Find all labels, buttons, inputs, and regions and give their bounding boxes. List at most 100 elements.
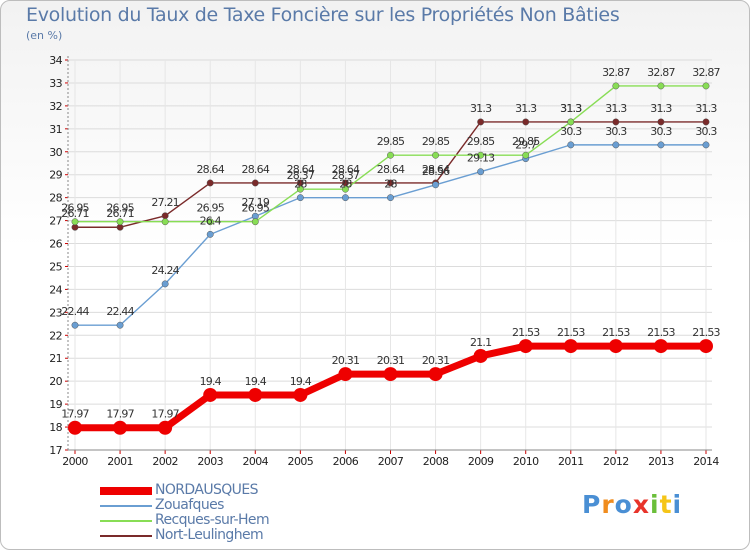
- legend-swatch: [100, 520, 152, 522]
- data-point: [612, 141, 620, 149]
- data-label: 28.64: [377, 163, 405, 176]
- data-label: 31.3: [650, 102, 672, 115]
- y-tick-label: 34: [49, 54, 62, 67]
- data-label: 20.31: [377, 354, 405, 367]
- y-tick-label: 33: [49, 77, 62, 90]
- data-label: 28: [384, 178, 397, 191]
- data-labels: 17.97 17.97 17.97 19.4 19.4 19.4 20.31 20.31 20.…: [61, 66, 721, 421]
- x-tick-label: 2005: [288, 455, 314, 468]
- data-label: 21.53: [602, 326, 630, 339]
- data-point: [113, 420, 128, 435]
- data-label: 26.4: [200, 214, 222, 227]
- data-point: [206, 179, 214, 187]
- data-point: [341, 185, 349, 193]
- y-tick-label: 31: [49, 123, 62, 136]
- data-label: 32.87: [692, 66, 720, 79]
- data-label: 28.64: [422, 163, 450, 176]
- y-tick-label: 28: [49, 192, 62, 205]
- y-tick-label: 21: [49, 352, 62, 365]
- data-label: 17.97: [106, 408, 134, 421]
- data-point: [522, 151, 530, 159]
- chart-title: Evolution du Taux de Taxe Foncière sur l…: [26, 4, 620, 26]
- data-point: [428, 367, 443, 382]
- x-tick-label: 2001: [107, 455, 133, 468]
- data-label: 31.3: [605, 102, 627, 115]
- data-point: [116, 218, 124, 226]
- x-tick-label: 2010: [513, 455, 539, 468]
- data-label: 29.85: [467, 135, 495, 148]
- data-label: 30.3: [560, 125, 582, 138]
- data-point: [477, 151, 485, 159]
- data-point: [203, 387, 218, 402]
- data-point: [383, 367, 398, 382]
- data-label: 28: [339, 178, 352, 191]
- data-point: [116, 321, 124, 329]
- y-tick-label: 26: [49, 238, 62, 251]
- data-label: 29.7: [515, 139, 537, 152]
- data-point: [567, 118, 575, 126]
- data-label: 26.95: [196, 202, 224, 215]
- legend-label: Zouafques: [155, 497, 224, 513]
- axes: 17 18 19 20 21 22 23 24 25 26 27 28 29 30 31 32 33 34 2000…: [49, 54, 720, 468]
- data-point: [206, 218, 214, 226]
- data-label: 20.31: [422, 354, 450, 367]
- x-tick-label: 2013: [648, 455, 674, 468]
- data-point: [702, 118, 710, 126]
- data-label: 19.4: [245, 375, 267, 388]
- data-label: 17.97: [61, 408, 89, 421]
- data-point: [296, 185, 304, 193]
- y-tick-label: 25: [49, 260, 62, 273]
- x-tick-label: 2014: [693, 455, 719, 468]
- x-tick-label: 2011: [558, 455, 584, 468]
- data-point: [161, 218, 169, 226]
- data-label: 28.37: [332, 169, 360, 182]
- data-point: [161, 212, 169, 220]
- data-point: [473, 348, 488, 363]
- data-label: 31.3: [515, 102, 537, 115]
- data-label: 27.21: [151, 196, 179, 209]
- x-tick-label: 2003: [197, 455, 223, 468]
- x-tick-label: 2006: [333, 455, 359, 468]
- data-label: 28.64: [332, 163, 360, 176]
- data-point: [387, 151, 394, 159]
- data-point: [612, 82, 620, 90]
- data-label: 26.95: [61, 202, 89, 215]
- data-label: 21.53: [647, 326, 675, 339]
- data-point: [702, 82, 710, 90]
- chart-unit-label: (en %): [26, 29, 63, 42]
- data-label: 22.44: [61, 305, 89, 318]
- data-point: [657, 141, 665, 149]
- y-tick-label: 19: [49, 398, 62, 411]
- data-point: [71, 321, 79, 329]
- legend-swatch: [100, 535, 152, 537]
- data-point: [477, 118, 485, 126]
- data-label: 30.3: [695, 125, 717, 138]
- data-label: 21.53: [557, 326, 585, 339]
- legend-swatch: [100, 505, 152, 507]
- data-point: [657, 82, 665, 90]
- y-tick-label: 32: [49, 100, 62, 113]
- data-point: [251, 179, 259, 187]
- data-label: 26.71: [61, 207, 89, 220]
- data-point: [296, 194, 304, 202]
- legend-label: Recques-sur-Hem: [155, 512, 270, 528]
- y-tick-label: 24: [49, 283, 62, 296]
- data-label: 32.87: [647, 66, 675, 79]
- data-label: 26.95: [106, 202, 134, 215]
- data-point: [248, 387, 263, 402]
- y-tick-label: 22: [49, 329, 62, 342]
- grid-lines: [68, 59, 712, 451]
- data-label: 31.3: [470, 102, 492, 115]
- x-tick-label: 2004: [242, 455, 268, 468]
- y-tick-label: 17: [49, 444, 62, 457]
- data-point: [477, 168, 485, 176]
- y-tick-label: 18: [49, 421, 62, 434]
- x-tick-label: 2002: [152, 455, 178, 468]
- data-point: [653, 339, 668, 354]
- data-point: [387, 194, 394, 202]
- x-tick-label: 2000: [62, 455, 88, 468]
- data-label: 21.53: [692, 326, 720, 339]
- data-point: [71, 218, 79, 226]
- data-point: [161, 280, 169, 288]
- data-point: [158, 420, 173, 435]
